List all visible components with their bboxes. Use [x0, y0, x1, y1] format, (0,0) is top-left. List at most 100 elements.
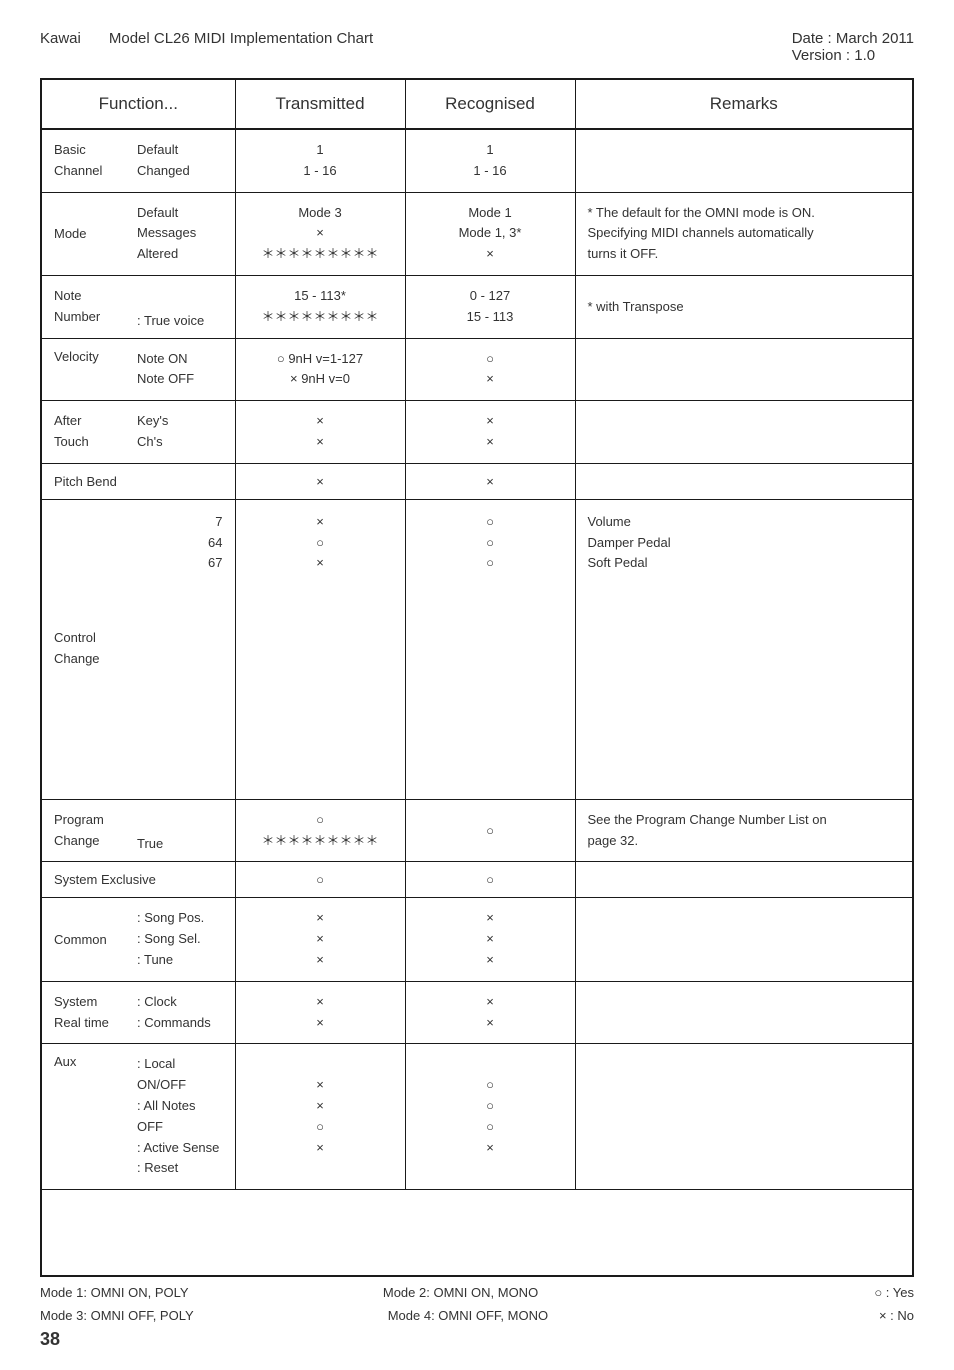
- prog-left: Program Change: [41, 799, 125, 862]
- common-c1: ×: [418, 908, 563, 929]
- rt-right: : Clock : Commands: [125, 981, 235, 1044]
- aux-left: Aux: [41, 1044, 125, 1190]
- note-right: : True voice: [125, 275, 235, 338]
- common-left: Common: [41, 898, 125, 981]
- common-rec: × × ×: [405, 898, 575, 981]
- cc-nums: 7 64 67: [125, 499, 235, 799]
- common-c3: ×: [418, 950, 563, 971]
- rt-r1: : Clock: [137, 992, 223, 1013]
- row-system-exclusive: System Exclusive ○ ○: [41, 862, 913, 898]
- cc-left-1: Control: [54, 628, 113, 649]
- aux-r3: : Active Sense: [137, 1138, 223, 1159]
- prog-left-2: Change: [54, 831, 113, 852]
- footer-no: × : No: [879, 1308, 914, 1323]
- mode-t3: ＊＊＊＊＊＊＊＊＊: [248, 244, 393, 265]
- sysex-left: System Exclusive: [41, 862, 235, 898]
- row-aux: Aux : Local ON/OFF : All Notes OFF : Act…: [41, 1044, 913, 1190]
- mode-r2: Messages: [137, 223, 223, 244]
- cc-left-2: Change: [54, 649, 113, 670]
- page-header: Kawai Model CL26 MIDI Implementation Cha…: [40, 30, 914, 64]
- note-left-2: Number: [54, 307, 113, 328]
- aux-r1: : Local ON/OFF: [137, 1054, 223, 1096]
- prog-t1: ○: [248, 810, 393, 831]
- cc-t3: ×: [248, 553, 393, 574]
- aux-rec: ○ ○ ○ ×: [405, 1044, 575, 1190]
- footer-yes: ○ : Yes: [874, 1285, 914, 1300]
- basic-channel-left: Basic Channel: [41, 129, 125, 192]
- prog-rec: ○: [405, 799, 575, 862]
- mode-r3: Altered: [137, 244, 223, 265]
- prog-rem: See the Program Change Number List on pa…: [575, 799, 913, 862]
- basic-rec-2: 1 - 16: [418, 161, 563, 182]
- basic-trans-2: 1 - 16: [248, 161, 393, 182]
- mode-c1: Mode 1: [418, 203, 563, 224]
- mode-rem: * The default for the OMNI mode is ON. S…: [575, 192, 913, 275]
- basic-rem: [575, 129, 913, 192]
- aux-c1: ○: [418, 1075, 563, 1096]
- after-r1: Key's: [137, 411, 223, 432]
- after-left: After Touch: [41, 401, 125, 464]
- cc-n1: 7: [137, 512, 223, 533]
- aux-t4: ×: [248, 1138, 393, 1159]
- row-basic-channel: Basic Channel Default Changed 1 1 - 16 1…: [41, 129, 913, 192]
- mode-rec: Mode 1 Mode 1, 3* ×: [405, 192, 575, 275]
- cc-rem3: Soft Pedal: [588, 553, 901, 574]
- row-blank: [41, 1190, 913, 1276]
- basic-trans-1: 1: [248, 140, 393, 161]
- vel-r1: Note ON: [137, 349, 223, 370]
- mode-left: Mode: [41, 192, 125, 275]
- after-rem: [575, 401, 913, 464]
- cc-rem2: Damper Pedal: [588, 533, 901, 554]
- common-c2: ×: [418, 929, 563, 950]
- prog-right: True: [125, 799, 235, 862]
- sysex-rem: [575, 862, 913, 898]
- footer-line-2: Mode 3: OMNI OFF, POLY Mode 4: OMNI OFF,…: [40, 1308, 914, 1323]
- aux-t2: ×: [248, 1096, 393, 1117]
- note-left-1: Note: [54, 286, 113, 307]
- rt-c2: ×: [418, 1013, 563, 1034]
- rt-t2: ×: [248, 1013, 393, 1034]
- aux-right: : Local ON/OFF : All Notes OFF : Active …: [125, 1044, 235, 1190]
- row-common: Common : Song Pos. : Song Sel. : Tune × …: [41, 898, 913, 981]
- midi-table: Function... Transmitted Recognised Remar…: [40, 78, 914, 1277]
- prog-rem1: See the Program Change Number List on: [588, 810, 901, 831]
- row-note-number: Note Number : True voice 15 - 113* ＊＊＊＊＊…: [41, 275, 913, 338]
- aux-c2: ○: [418, 1096, 563, 1117]
- cc-n2: 64: [137, 533, 223, 554]
- note-left: Note Number: [41, 275, 125, 338]
- note-rem: * with Transpose: [575, 275, 913, 338]
- basic-rec: 1 1 - 16: [405, 129, 575, 192]
- note-c1: 0 - 127: [418, 286, 563, 307]
- note-rec: 0 - 127 15 - 113: [405, 275, 575, 338]
- common-right: : Song Pos. : Song Sel. : Tune: [125, 898, 235, 981]
- row-mode: Mode Default Messages Altered Mode 3 × ＊…: [41, 192, 913, 275]
- rt-rec: × ×: [405, 981, 575, 1044]
- row-velocity: Velocity Note ON Note OFF ○ 9nH v=1-127 …: [41, 338, 913, 401]
- vel-t2: × 9nH v=0: [248, 369, 393, 390]
- pitch-trans: ×: [235, 463, 405, 499]
- aux-c4: ×: [418, 1138, 563, 1159]
- pitch-rec: ×: [405, 463, 575, 499]
- after-c2: ×: [418, 432, 563, 453]
- prog-rem2: page 32.: [588, 831, 901, 852]
- basic-channel-right: Default Changed: [125, 129, 235, 192]
- basic-rec-1: 1: [418, 140, 563, 161]
- row-after-touch: After Touch Key's Ch's × × × ×: [41, 401, 913, 464]
- mode-t2: ×: [248, 223, 393, 244]
- rt-rem: [575, 981, 913, 1044]
- note-t2: ＊＊＊＊＊＊＊＊＊: [248, 307, 393, 328]
- prog-t2: ＊＊＊＊＊＊＊＊＊: [248, 831, 393, 852]
- common-rem: [575, 898, 913, 981]
- cc-t1: ×: [248, 512, 393, 533]
- after-t1: ×: [248, 411, 393, 432]
- row-program-change: Program Change True ○ ＊＊＊＊＊＊＊＊＊ ○ See th…: [41, 799, 913, 862]
- vel-c1: ○: [418, 349, 563, 370]
- note-t1: 15 - 113*: [248, 286, 393, 307]
- mode-rem2: Specifying MIDI channels automatically: [588, 223, 901, 244]
- doc-title: Model CL26 MIDI Implementation Chart: [109, 30, 373, 64]
- doc-date: Date : March 2011: [792, 30, 914, 47]
- doc-version: Version : 1.0: [792, 47, 914, 64]
- note-c2: 15 - 113: [418, 307, 563, 328]
- blank-cell: [41, 1190, 913, 1276]
- pitch-left: Pitch Bend: [41, 463, 235, 499]
